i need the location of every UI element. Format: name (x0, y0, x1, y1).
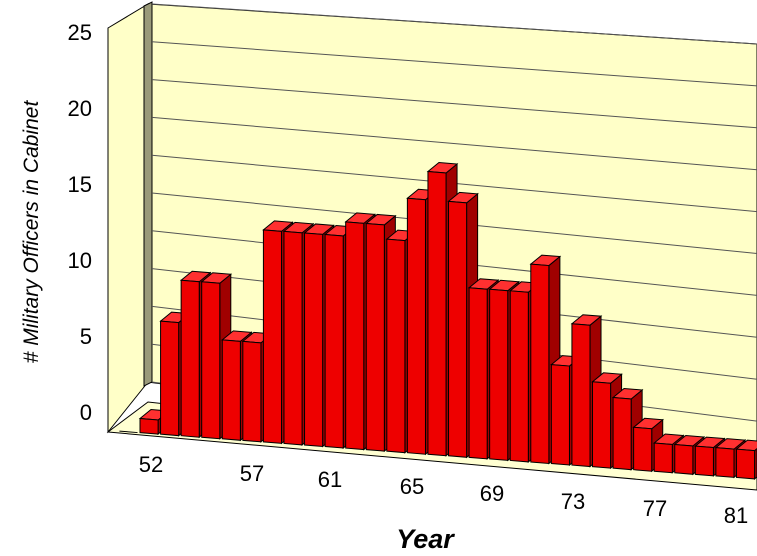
x-tick-label: 57 (240, 461, 264, 486)
gridline (151, 79, 757, 129)
y-tick-label: 10 (68, 248, 92, 273)
x-tick-label: 52 (139, 452, 163, 477)
x-tick-label: 81 (724, 503, 748, 528)
y-axis-ticks: 0 5 10 15 20 25 (68, 20, 92, 425)
y-tick-label: 0 (80, 400, 92, 425)
x-tick-label: 61 (318, 467, 342, 492)
x-tick-label: 77 (643, 496, 667, 521)
gridline (151, 116, 757, 171)
x-axis-ticks: 52 57 61 65 69 73 77 81 (139, 452, 748, 528)
wall-edge (143, 1, 153, 387)
y-tick-label: 15 (68, 172, 92, 197)
y-tick-label: 25 (68, 20, 92, 45)
x-tick-label: 73 (561, 489, 585, 514)
y-tick-label: 20 (68, 96, 92, 121)
x-tick-label: 65 (400, 474, 424, 499)
gridline (151, 41, 757, 87)
bar (735, 439, 757, 480)
y-tick-label: 5 (80, 324, 92, 349)
x-axis-label: Year (396, 524, 455, 554)
bar (119, 430, 138, 434)
gridline (151, 3, 757, 45)
y-axis-label: # Military Officers in Cabinet (20, 100, 43, 364)
x-tick-label: 69 (480, 481, 504, 506)
left-wall (107, 3, 149, 434)
bars (119, 162, 757, 480)
